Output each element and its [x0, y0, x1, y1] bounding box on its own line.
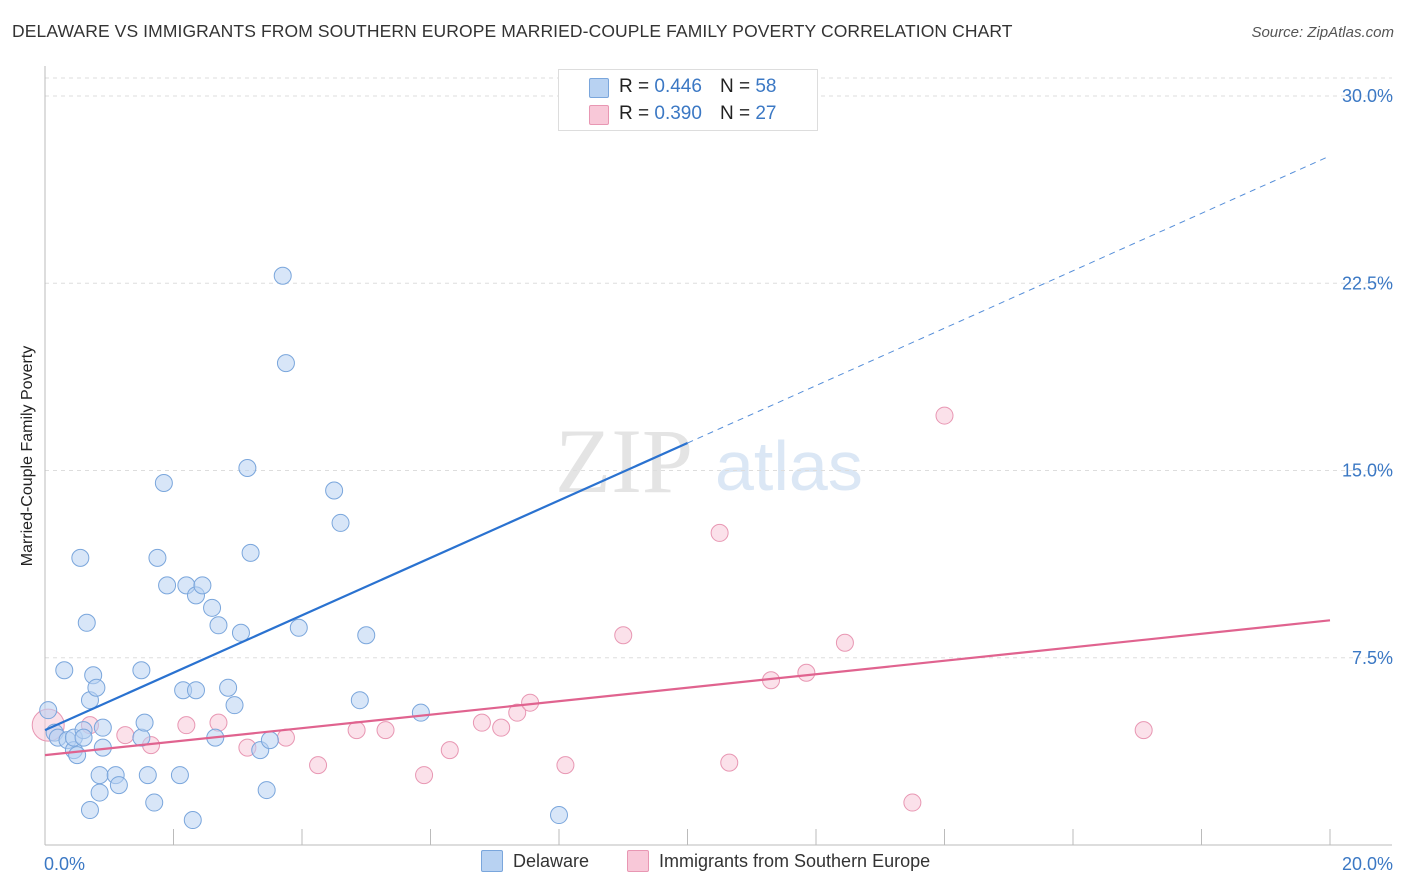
- source-label: Source: ZipAtlas.com: [1251, 24, 1394, 41]
- series-legend: Delaware Immigrants from Southern Europe: [0, 850, 1406, 878]
- immigrants-point: [440, 741, 459, 760]
- delaware-point: [276, 354, 295, 373]
- delaware-point: [74, 728, 93, 747]
- delaware-point: [273, 266, 292, 285]
- immigrants-point: [797, 663, 816, 682]
- immigrants-point: [508, 703, 527, 722]
- immigrants-point: [1134, 721, 1153, 740]
- delaware-point: [183, 811, 202, 830]
- delaware-point: [71, 548, 90, 567]
- delaware-point: [186, 681, 205, 700]
- series-legend-delaware: Delaware: [481, 850, 589, 872]
- delaware-point: [219, 678, 238, 697]
- immigrants-point: [492, 718, 511, 737]
- immigrants-point: [347, 721, 366, 740]
- delaware-point: [209, 616, 228, 635]
- legend-r-value: 0.446: [654, 76, 702, 97]
- immigrants-point: [614, 626, 633, 645]
- y-tick-label: 30.0%: [1342, 86, 1393, 106]
- immigrants-point: [209, 713, 228, 732]
- delaware-point: [138, 766, 157, 785]
- immigrants-point: [903, 793, 922, 812]
- delaware-point: [357, 626, 376, 645]
- immigrants-point: [276, 728, 295, 747]
- delaware-point: [80, 801, 99, 820]
- delaware-point: [135, 713, 154, 732]
- delaware-point: [331, 513, 350, 532]
- delaware-trend-extension: [687, 155, 1331, 444]
- legend-n-value: 58: [755, 76, 777, 97]
- series-swatch-immigrants: [627, 850, 649, 872]
- series-label-immigrants: Immigrants from Southern Europe: [659, 850, 931, 871]
- delaware-point: [193, 576, 212, 595]
- delaware-point: [241, 543, 260, 562]
- delaware-point: [238, 459, 257, 478]
- delaware-point: [90, 783, 109, 802]
- x-tick-label: 20.0%: [1342, 854, 1393, 874]
- delaware-point: [90, 766, 109, 785]
- immigrants-point: [309, 756, 328, 775]
- watermark-atlas: atlas: [715, 427, 863, 505]
- delaware-point: [231, 623, 250, 642]
- delaware-point: [39, 701, 58, 720]
- delaware-point: [55, 661, 74, 680]
- delaware-point: [87, 678, 106, 697]
- delaware-point: [350, 691, 369, 710]
- delaware-point: [77, 613, 96, 632]
- delaware-point: [170, 766, 189, 785]
- series-swatch-delaware: [481, 850, 503, 872]
- legend-n-value: 27: [755, 103, 777, 124]
- delaware-point: [225, 696, 244, 715]
- immigrants-point: [710, 523, 729, 542]
- correlation-legend: R = 0.446 N = 58 R = 0.390 N = 27: [558, 69, 818, 131]
- immigrants-point: [177, 716, 196, 735]
- legend-r-label: R =: [619, 76, 650, 97]
- immigrants-trend-line: [44, 619, 1331, 757]
- legend-row-delaware: R = 0.446 N = 58: [619, 75, 776, 99]
- delaware-point: [145, 793, 164, 812]
- legend-n-label: N =: [719, 76, 751, 97]
- y-tick-label: 7.5%: [1352, 648, 1393, 668]
- delaware-point: [257, 781, 276, 800]
- immigrants-point: [376, 721, 395, 740]
- x-tick-label: 0.0%: [44, 854, 85, 874]
- immigrants-point: [935, 406, 954, 425]
- delaware-point: [109, 776, 128, 795]
- legend-swatch-delaware: [589, 78, 609, 98]
- series-label-delaware: Delaware: [513, 850, 590, 871]
- series-legend-immigrants: Immigrants from Southern Europe: [627, 850, 930, 872]
- delaware-point: [148, 548, 167, 567]
- immigrants-point: [472, 713, 491, 732]
- delaware-point: [68, 746, 87, 765]
- chart-title: DELAWARE VS IMMIGRANTS FROM SOUTHERN EUR…: [12, 21, 1013, 41]
- immigrants-point: [835, 633, 854, 652]
- delaware-point: [93, 718, 112, 737]
- watermark: ZIP atlas: [555, 410, 863, 512]
- legend-n-label: N =: [719, 103, 751, 124]
- legend-swatch-immigrants: [589, 105, 609, 125]
- delaware-point: [154, 473, 173, 492]
- legend-row-immigrants: R = 0.390 N = 27: [619, 102, 776, 126]
- legend-r-value: 0.390: [654, 103, 702, 124]
- delaware-point: [550, 806, 568, 825]
- delaware-point: [411, 703, 430, 722]
- immigrants-point: [556, 756, 575, 775]
- delaware-point: [158, 576, 177, 595]
- y-tick-label: 15.0%: [1342, 461, 1393, 481]
- immigrants-point: [116, 726, 135, 745]
- legend-r-label: R =: [619, 103, 650, 124]
- delaware-point: [289, 618, 308, 637]
- immigrants-point: [720, 753, 739, 772]
- y-tick-label: 22.5%: [1342, 273, 1393, 293]
- delaware-point: [132, 661, 151, 680]
- delaware-point: [203, 598, 222, 617]
- delaware-trend-line: [44, 442, 688, 732]
- immigrants-point: [415, 766, 434, 785]
- delaware-point: [260, 731, 279, 750]
- watermark-zip: ZIP: [555, 410, 693, 512]
- delaware-point: [325, 481, 344, 500]
